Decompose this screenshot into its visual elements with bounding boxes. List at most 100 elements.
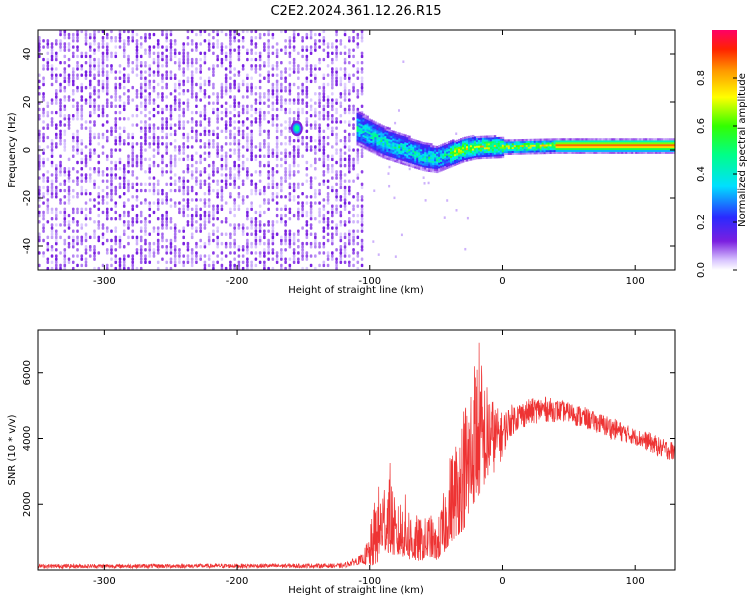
heatmap-cell: [284, 70, 287, 74]
heatmap-cell: [156, 54, 160, 59]
heatmap-cell: [139, 157, 143, 162]
heatmap-cell: [559, 142, 562, 145]
heatmap-cell: [216, 101, 219, 105]
heatmap-cell: [258, 192, 262, 196]
heatmap-cell: [224, 154, 228, 158]
heatmap-cell: [280, 241, 283, 246]
heatmap-cell: [280, 70, 283, 74]
heatmap-cell: [388, 146, 391, 149]
heatmap-cell: [380, 141, 383, 144]
heatmap-cell: [173, 82, 177, 87]
heatmap-cell: [220, 251, 224, 255]
heatmap-cell: [148, 157, 152, 162]
heatmap-cell: [479, 145, 483, 148]
heatmap-cell: [625, 140, 628, 143]
heatmap-cell: [623, 145, 626, 149]
heatmap-cell: [288, 54, 292, 59]
heatmap-cell: [42, 138, 45, 143]
heatmap-cell: [165, 60, 168, 65]
heatmap-cell: [54, 210, 58, 215]
heatmap-cell: [127, 241, 130, 246]
heatmap-cell: [288, 129, 292, 133]
heatmap-cell: [263, 142, 266, 146]
heatmap-cell: [348, 232, 351, 236]
heatmap-cell: [224, 89, 228, 93]
heatmap-cell: [216, 210, 219, 215]
heatmap-cell: [156, 229, 160, 233]
heatmap-cell: [105, 48, 109, 52]
heatmap-cell: [376, 128, 379, 131]
heatmap-cell: [199, 42, 202, 46]
heatmap-cell: [190, 64, 194, 68]
heatmap-cell: [551, 140, 554, 143]
heatmap-cell: [462, 152, 465, 155]
heatmap-cell: [390, 154, 393, 158]
heatmap-cell: [46, 210, 50, 215]
heatmap-cell: [384, 154, 387, 158]
heatmap-cell: [322, 260, 326, 265]
heatmap-cell: [50, 54, 54, 59]
heatmap-cell: [465, 138, 469, 141]
heatmap-cell: [621, 138, 624, 141]
heatmap-cell: [118, 213, 122, 218]
heatmap-cell: [207, 235, 211, 240]
heatmap-cell: [503, 152, 507, 156]
heatmap-cell: [326, 257, 330, 261]
heatmap-cell: [169, 70, 173, 74]
heatmap-cell: [473, 138, 477, 141]
heatmap-cell: [152, 210, 156, 215]
heatmap-cell: [573, 147, 576, 151]
heatmap-cell: [263, 232, 266, 236]
heatmap-cell: [483, 156, 487, 159]
heatmap-cell: [360, 145, 363, 148]
heatmap-cell: [50, 42, 54, 46]
heatmap-cell: [139, 167, 143, 171]
heatmap-cell: [135, 142, 139, 146]
heatmap-cell: [404, 140, 407, 143]
heatmap-cell: [84, 126, 88, 130]
heatmap-cell: [212, 260, 215, 265]
heatmap-cell: [114, 36, 118, 40]
heatmap-cell: [186, 120, 190, 124]
heatmap-cell: [224, 129, 228, 133]
heatmap-cell: [450, 140, 453, 143]
heatmap-cell: [152, 185, 156, 190]
heatmap-cell: [537, 148, 541, 151]
heatmap-cell: [161, 95, 164, 99]
heatmap-cell: [182, 51, 185, 55]
heatmap-cell: [655, 149, 658, 152]
heatmap-cell: [617, 147, 620, 151]
heatmap-cell: [212, 163, 215, 168]
heatmap-cell: [280, 216, 283, 221]
heatmap-cell: [603, 138, 606, 141]
heatmap-cell: [314, 42, 317, 46]
heatmap-cell: [400, 160, 403, 163]
heatmap-cell: [182, 60, 185, 65]
heatmap-cell: [356, 116, 359, 119]
heatmap-cell: [374, 142, 377, 145]
heatmap-cell: [203, 126, 207, 130]
heatmap-cell: [135, 89, 139, 93]
heatmap-cell: [59, 98, 62, 102]
heatmap-cell: [331, 92, 334, 96]
heatmap-cell: [246, 176, 249, 180]
heatmap-cell: [275, 257, 279, 261]
heatmap-cell: [63, 67, 67, 71]
heatmap-cell: [224, 114, 228, 118]
heatmap-cell: [127, 60, 130, 65]
heatmap-cell: [305, 64, 309, 68]
heatmap-cell: [318, 110, 321, 115]
heatmap-cell: [114, 142, 118, 146]
heatmap-cell: [131, 170, 135, 174]
heatmap-cell: [366, 134, 369, 137]
heatmap-cell: [280, 179, 283, 183]
heatmap-cell: [438, 168, 441, 171]
heatmap-cell: [609, 147, 612, 151]
heatmap-cell: [178, 126, 181, 130]
heatmap-cell: [114, 254, 118, 258]
heatmap-cell: [368, 118, 371, 121]
heatmap-cell: [633, 145, 636, 149]
heatmap-cell: [412, 138, 415, 142]
heatmap-cell: [169, 123, 173, 127]
